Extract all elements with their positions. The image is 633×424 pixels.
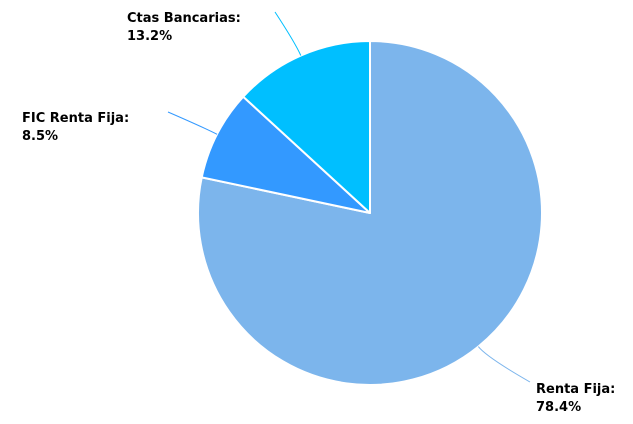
pie-slice-fic-renta-fija[interactable] xyxy=(200,95,371,214)
pie-slices xyxy=(197,40,543,386)
label-connectors xyxy=(167,11,531,383)
slice-label-fic-renta-fija: FIC Renta Fija: 8.5% xyxy=(22,111,134,144)
slice-label-ctas-bancarias: Ctas Bancarias: 13.2% xyxy=(127,11,245,44)
slice-label-fic-renta-fija-name: FIC Renta Fija: xyxy=(22,111,129,126)
slice-label-ctas-bancarias-value: 13.2% xyxy=(127,29,172,44)
slice-label-renta-fija-value: 78.4% xyxy=(536,400,581,415)
connector-renta-fija xyxy=(477,346,531,383)
slice-label-renta-fija: Renta Fija: 78.4% xyxy=(536,382,620,415)
slice-label-fic-renta-fija-value: 8.5% xyxy=(22,129,58,144)
slice-label-ctas-bancarias-name: Ctas Bancarias: xyxy=(127,11,241,26)
pie-slice-ctas-bancarias[interactable] xyxy=(242,40,371,214)
connector-ctas-bancarias xyxy=(274,11,302,56)
connector-fic-renta-fija xyxy=(167,111,218,135)
slice-label-renta-fija-name: Renta Fija: xyxy=(536,382,615,397)
